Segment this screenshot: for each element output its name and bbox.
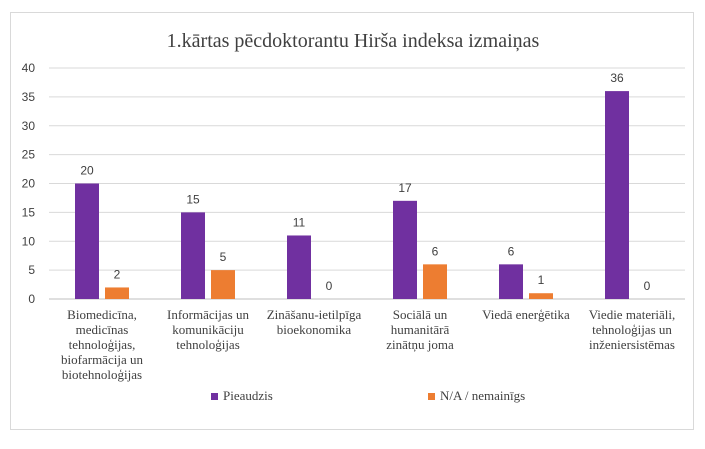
data-label: 0 bbox=[644, 279, 651, 293]
data-label: 36 bbox=[610, 71, 624, 85]
data-label: 0 bbox=[326, 279, 333, 293]
data-label: 6 bbox=[508, 244, 515, 258]
category-label: komunikāciju bbox=[172, 322, 244, 337]
bar-pieaudzis bbox=[393, 200, 417, 299]
bar-na-nemainigs bbox=[423, 264, 447, 299]
category-labels: Biomedicīna,medicīnastehnoloģijas,biofar… bbox=[61, 307, 675, 382]
category-label: Viedā enerģētika bbox=[482, 307, 570, 322]
category-label: Sociālā un bbox=[393, 307, 448, 322]
bar-pieaudzis bbox=[287, 235, 311, 299]
bar-pieaudzis bbox=[75, 183, 99, 299]
y-tick-label: 35 bbox=[22, 90, 36, 104]
data-label: 5 bbox=[220, 250, 227, 264]
y-axis-ticks: 0 5 10 15 20 25 30 35 40 bbox=[22, 61, 36, 306]
data-label: 6 bbox=[432, 244, 439, 258]
chart-frame: 1.kārtas pēcdoktorantu Hirša indeksa izm… bbox=[10, 12, 694, 430]
data-label: 15 bbox=[186, 192, 200, 206]
legend-label: N/A / nemainīgs bbox=[440, 388, 525, 403]
bar-pieaudzis bbox=[181, 212, 205, 299]
y-tick-label: 15 bbox=[22, 205, 36, 219]
y-tick-label: 0 bbox=[28, 292, 35, 306]
category-label: Biomedicīna, bbox=[67, 307, 137, 322]
category-label: Informācijas un bbox=[167, 307, 249, 322]
category-label: tehnoloģijas un bbox=[592, 322, 672, 337]
bar-na-nemainigs bbox=[211, 270, 235, 299]
data-labels: 20 2 15 5 11 0 17 6 6 1 36 0 bbox=[80, 71, 650, 293]
legend-label: Pieaudzis bbox=[223, 388, 273, 403]
category-label: inženiersistēmas bbox=[589, 337, 675, 352]
legend-swatch bbox=[211, 393, 218, 400]
y-tick-label: 20 bbox=[22, 177, 36, 191]
y-tick-label: 40 bbox=[22, 61, 36, 75]
bar-chart: 1.kārtas pēcdoktorantu Hirša indeksa izm… bbox=[22, 30, 685, 403]
category-label: tehnoloģijas bbox=[176, 337, 240, 352]
category-label: humanitārā bbox=[391, 322, 450, 337]
data-label: 2 bbox=[114, 267, 121, 281]
chart-title: 1.kārtas pēcdoktorantu Hirša indeksa izm… bbox=[167, 30, 540, 52]
y-tick-label: 30 bbox=[22, 119, 36, 133]
category-label: tehnoloģijas, bbox=[69, 337, 136, 352]
category-label: Viedie materiāli, bbox=[589, 307, 676, 322]
y-tick-label: 25 bbox=[22, 148, 36, 162]
y-tick-label: 10 bbox=[22, 234, 36, 248]
category-label: bioekonomika bbox=[277, 322, 352, 337]
category-label: zinātņu joma bbox=[386, 337, 454, 352]
legend: Pieaudzis N/A / nemainīgs bbox=[211, 388, 525, 403]
bar-na-nemainigs bbox=[529, 293, 553, 299]
category-label: medicīnas bbox=[76, 322, 129, 337]
data-label: 11 bbox=[293, 215, 306, 229]
data-label: 17 bbox=[398, 181, 412, 195]
bar-pieaudzis bbox=[499, 264, 523, 299]
category-label: Zināšanu-ietilpīga bbox=[267, 307, 362, 322]
bar-na-nemainigs bbox=[105, 287, 129, 299]
data-label: 1 bbox=[538, 273, 545, 287]
category-label: biotehnoloģijas bbox=[62, 367, 142, 382]
y-tick-label: 5 bbox=[28, 263, 35, 277]
bars bbox=[75, 91, 629, 299]
data-label: 20 bbox=[80, 164, 94, 178]
gridlines bbox=[49, 67, 685, 300]
legend-swatch bbox=[428, 393, 435, 400]
category-label: biofarmācija un bbox=[61, 352, 143, 367]
bar-pieaudzis bbox=[605, 91, 629, 299]
